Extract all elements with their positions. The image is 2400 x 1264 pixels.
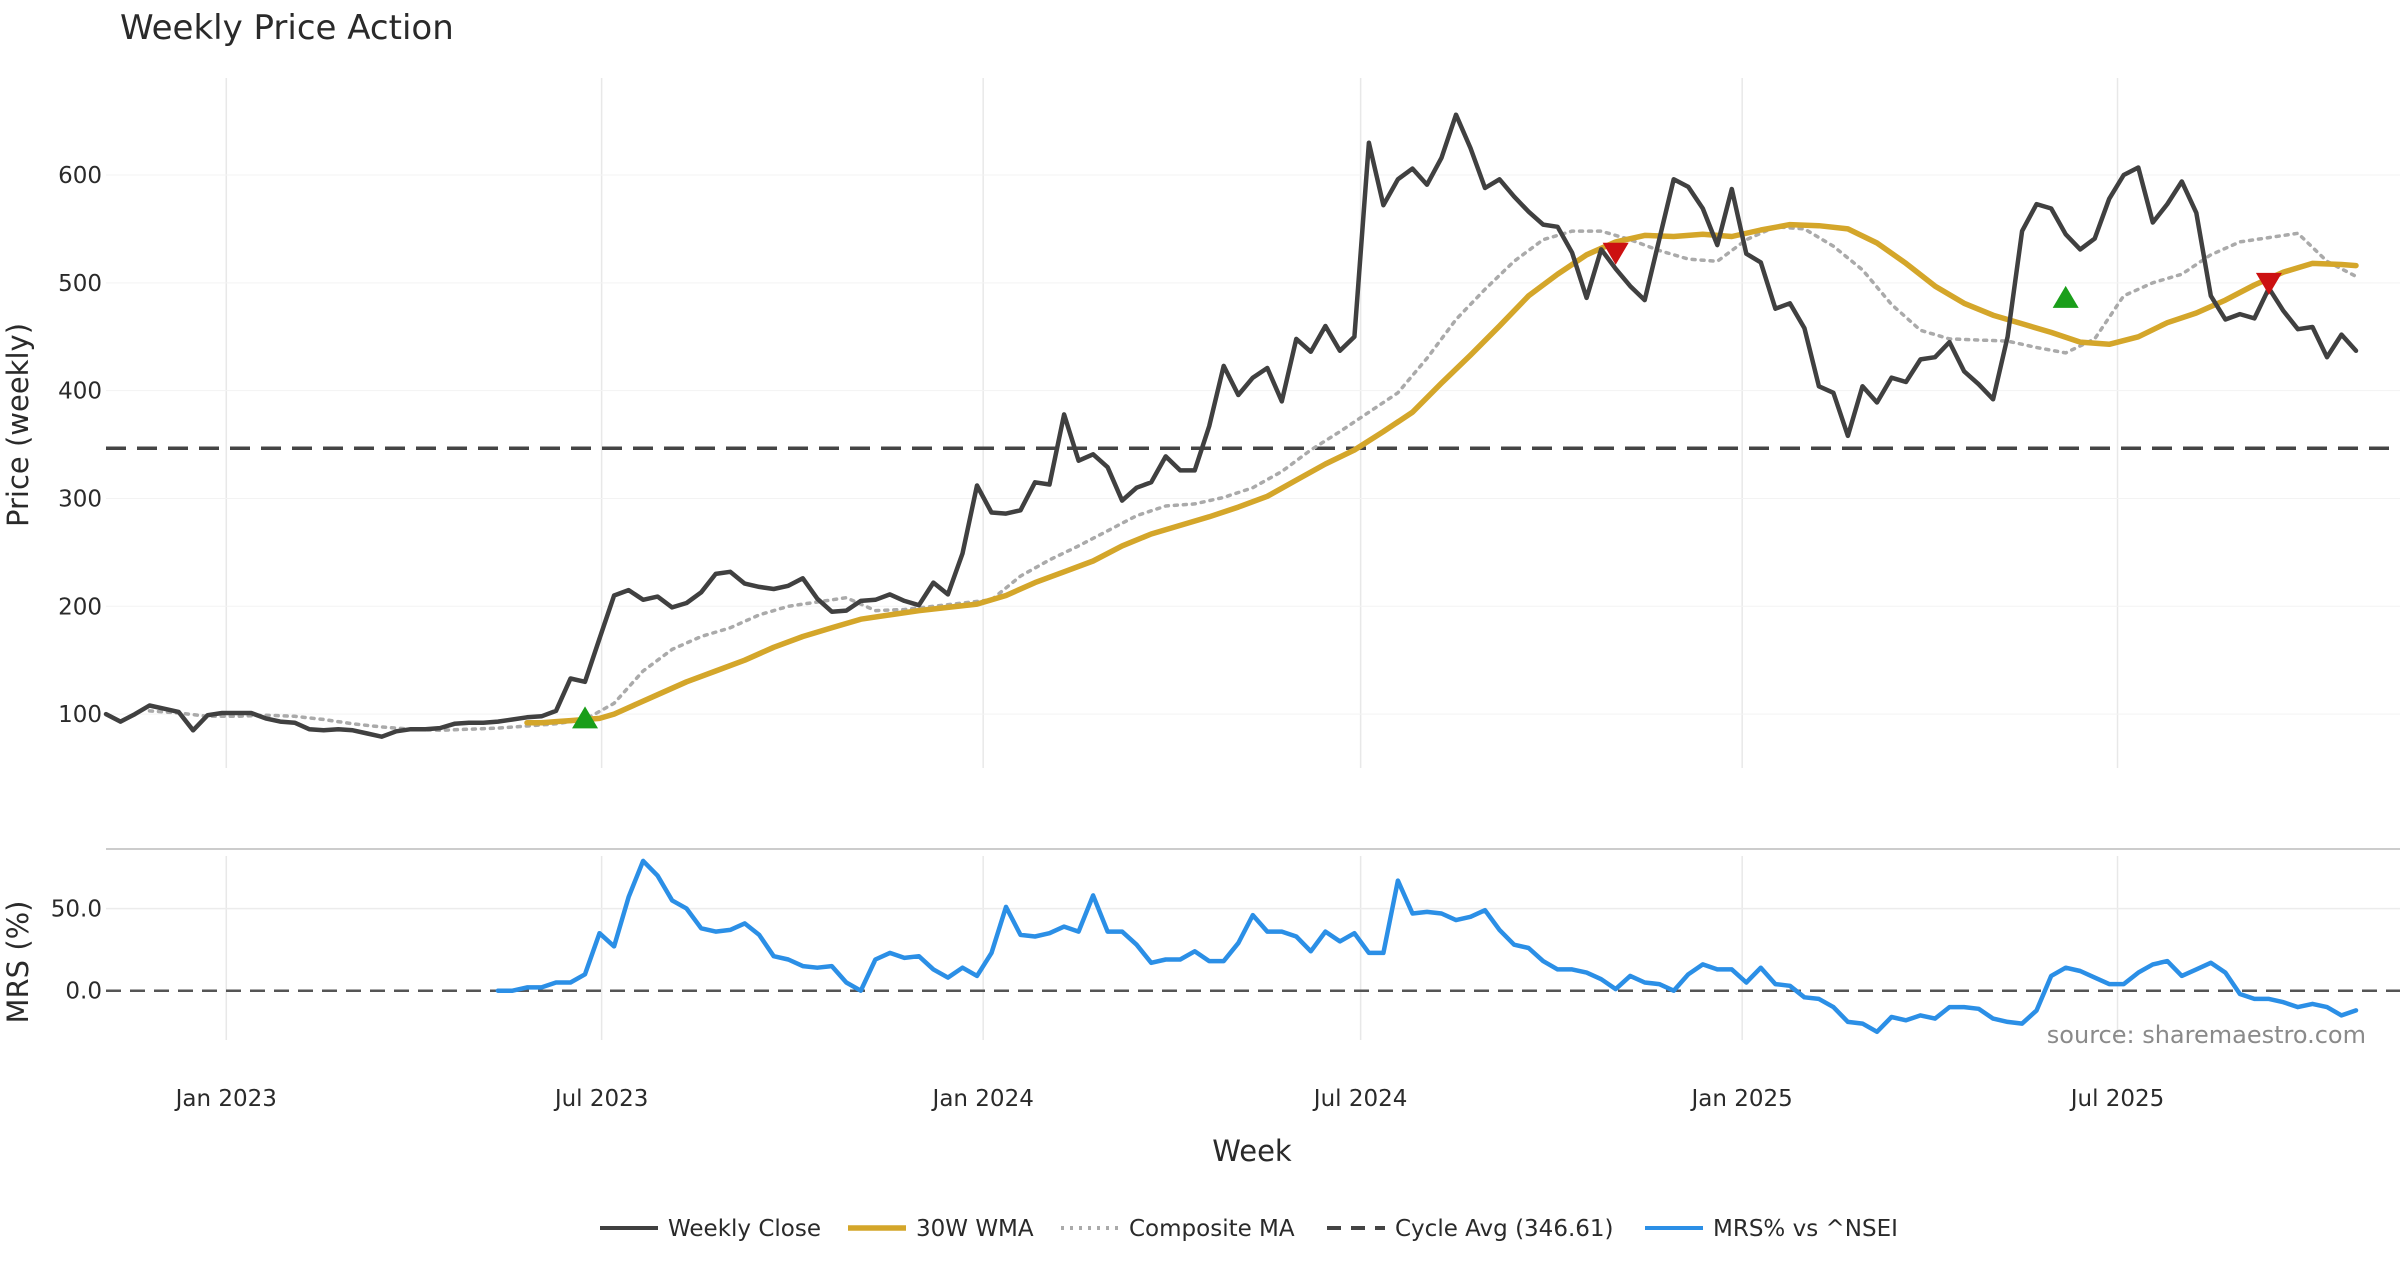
x-axis-label: Week xyxy=(1212,1134,1292,1168)
chart-legend: Weekly Close 30W WMA Composite MA Cycle Avg… xyxy=(600,1216,1898,1242)
price-y-tick-label: 300 xyxy=(58,486,102,512)
legend-item-composite: Composite MA xyxy=(1061,1216,1295,1242)
weekly-close-line xyxy=(103,112,2359,739)
buy-signal-marker xyxy=(572,706,599,729)
x-tick-label: Jul 2024 xyxy=(1312,1086,1408,1112)
x-tick-label: Jan 2024 xyxy=(931,1086,1034,1112)
source-watermark: source: sharemaestro.com xyxy=(2047,1021,2366,1049)
price-y-axis-label: Price (weekly) xyxy=(1,323,35,527)
price-panel-grid xyxy=(106,78,2400,768)
legend-item-wma: 30W WMA xyxy=(848,1216,1034,1242)
mrs-panel-grid xyxy=(106,856,2400,1040)
mrs-y-tick-label: 0.0 xyxy=(65,979,102,1005)
legend-label: Cycle Avg (346.61) xyxy=(1395,1216,1614,1242)
mrs-y-axis: 0.0 50.0 xyxy=(51,897,102,1005)
legend-label: Composite MA xyxy=(1129,1216,1295,1242)
x-tick-label: Jan 2023 xyxy=(174,1086,277,1112)
sell-signal-marker xyxy=(1602,242,1629,265)
sell-signal-marker xyxy=(2255,272,2282,295)
price-y-tick-label: 600 xyxy=(58,163,102,189)
signal-markers xyxy=(572,242,2282,729)
legend-label: 30W WMA xyxy=(916,1216,1034,1242)
mrs-panel-lines xyxy=(106,858,2400,1035)
x-tick-label: Jul 2025 xyxy=(2069,1086,2165,1112)
x-axis: Jan 2023 Jul 2023 Jan 2024 Jul 2024 Jan 2025… xyxy=(174,1086,2165,1112)
mrs-y-axis-label: MRS (%) xyxy=(1,901,35,1024)
composite-ma-line xyxy=(147,225,2358,733)
x-tick-label: Jan 2025 xyxy=(1690,1086,1793,1112)
legend-item-mrs: MRS% vs ^NSEI xyxy=(1645,1216,1898,1242)
chart-title: Weekly Price Action xyxy=(120,8,454,48)
price-panel-lines xyxy=(103,112,2400,739)
price-y-tick-label: 500 xyxy=(58,271,102,297)
price-y-tick-label: 200 xyxy=(58,594,102,620)
legend-item-cycle: Cycle Avg (346.61) xyxy=(1327,1216,1614,1242)
price-y-tick-label: 100 xyxy=(58,702,102,728)
wma-30w-line xyxy=(524,221,2359,726)
legend-label: Weekly Close xyxy=(668,1216,821,1242)
buy-signal-marker xyxy=(2052,285,2079,308)
mrs-y-tick-label: 50.0 xyxy=(51,897,102,923)
x-tick-label: Jul 2023 xyxy=(553,1086,649,1112)
legend-item-close: Weekly Close xyxy=(600,1216,821,1242)
price-y-tick-label: 400 xyxy=(58,379,102,405)
legend-label: MRS% vs ^NSEI xyxy=(1713,1216,1898,1242)
mrs-line xyxy=(495,858,2359,1035)
price-y-axis: 100 200 300 400 500 600 xyxy=(58,163,102,728)
